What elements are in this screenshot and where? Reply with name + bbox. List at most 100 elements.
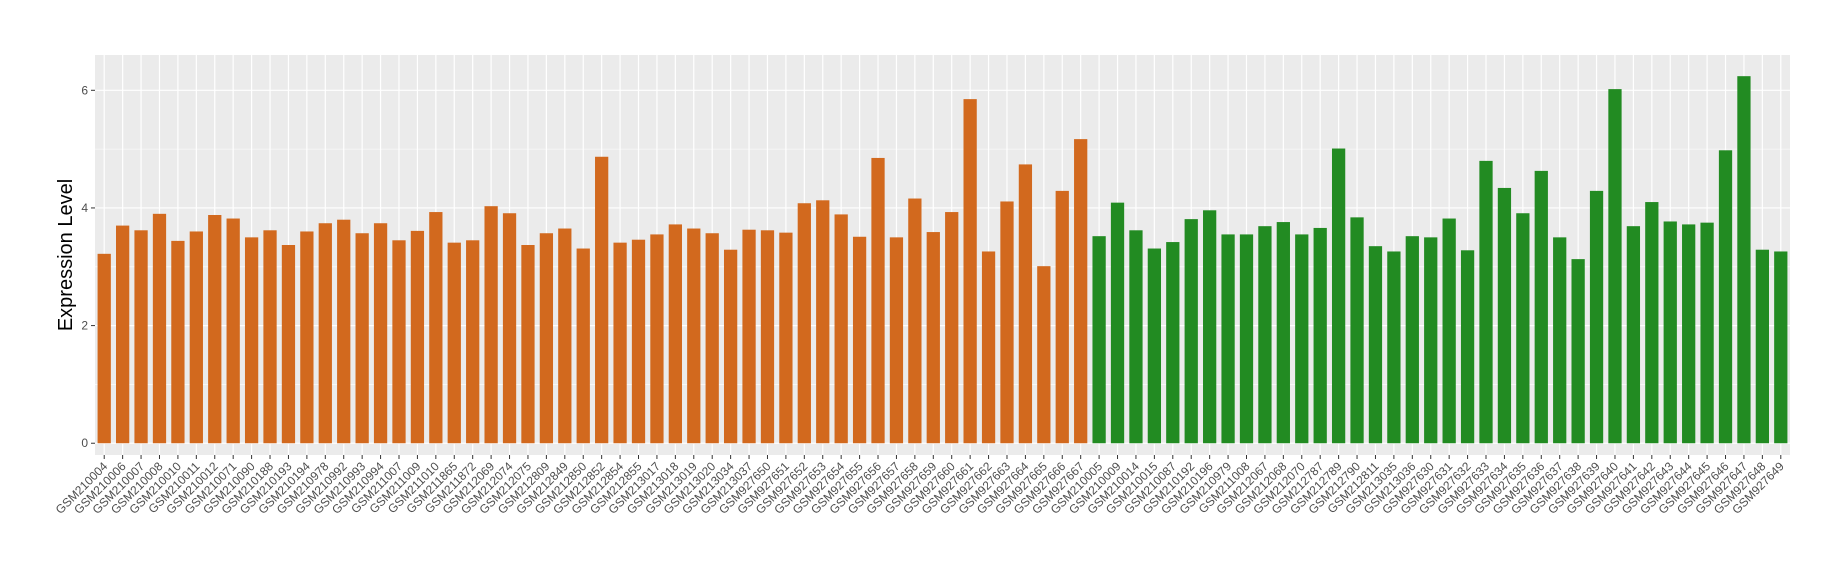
bar-GSM927658 bbox=[908, 198, 922, 444]
bars bbox=[97, 76, 1788, 444]
bar-GSM213035 bbox=[1387, 251, 1401, 444]
bar-GSM927640 bbox=[1608, 89, 1622, 444]
bar-GSM212855 bbox=[631, 239, 646, 444]
bar-GSM212852 bbox=[595, 156, 609, 444]
bar-GSM212787 bbox=[1313, 227, 1327, 444]
bar-GSM211872 bbox=[466, 240, 480, 444]
x-axis: GSM210004GSM210006GSM210007GSM210008GSM2… bbox=[53, 455, 1787, 517]
bar-GSM927646 bbox=[1718, 150, 1733, 444]
bar-GSM210192 bbox=[1184, 219, 1198, 444]
bar-GSM927649 bbox=[1774, 251, 1788, 444]
bar-GSM213018 bbox=[668, 224, 682, 444]
bar-GSM210087 bbox=[1166, 242, 1180, 444]
bar-GSM213036 bbox=[1405, 236, 1419, 444]
bar-GSM927650 bbox=[760, 230, 775, 444]
y-tick-label: 6 bbox=[81, 83, 88, 97]
bar-GSM211010 bbox=[429, 212, 443, 444]
bar-GSM210979 bbox=[1221, 234, 1235, 444]
bar-GSM927656 bbox=[871, 157, 885, 444]
bar-GSM210194 bbox=[300, 231, 314, 444]
y-tick-label: 0 bbox=[81, 436, 88, 450]
bar-GSM210994 bbox=[373, 223, 388, 444]
bar-GSM213037 bbox=[742, 229, 756, 444]
y-axis: 0 2 4 6 bbox=[81, 83, 95, 450]
bar-GSM212809 bbox=[539, 233, 554, 444]
bar-GSM211008 bbox=[1239, 234, 1254, 444]
bar-GSM211865 bbox=[447, 242, 461, 444]
bar-GSM927653 bbox=[816, 200, 830, 444]
bar-GSM927660 bbox=[945, 212, 959, 444]
bar-GSM927655 bbox=[852, 236, 867, 444]
bar-GSM927633 bbox=[1479, 160, 1493, 444]
bar-GSM927632 bbox=[1460, 250, 1475, 444]
bar-GSM210004 bbox=[97, 253, 111, 444]
bar-GSM927636 bbox=[1534, 170, 1548, 444]
bar-GSM927665 bbox=[1037, 266, 1051, 444]
bar-GSM927635 bbox=[1516, 213, 1530, 444]
bar-GSM927639 bbox=[1589, 190, 1604, 444]
bar-GSM210015 bbox=[1147, 248, 1162, 444]
bar-GSM213017 bbox=[650, 234, 664, 444]
bar-GSM927657 bbox=[889, 237, 904, 444]
bar-GSM927634 bbox=[1497, 187, 1512, 444]
bar-GSM927644 bbox=[1682, 224, 1696, 444]
bar-GSM210007 bbox=[134, 230, 148, 444]
bar-GSM210978 bbox=[318, 223, 332, 444]
bar-GSM213019 bbox=[687, 228, 701, 444]
bar-GSM211007 bbox=[392, 240, 406, 444]
bar-GSM210196 bbox=[1203, 210, 1217, 444]
bar-GSM210005 bbox=[1092, 236, 1106, 444]
bar-GSM212790 bbox=[1350, 217, 1364, 444]
bar-GSM210012 bbox=[208, 215, 222, 444]
bar-GSM927637 bbox=[1553, 237, 1567, 444]
bar-GSM212854 bbox=[613, 242, 627, 444]
bar-GSM213020 bbox=[705, 233, 719, 444]
bar-GSM212070 bbox=[1295, 234, 1309, 444]
bar-GSM927645 bbox=[1700, 222, 1714, 444]
bar-GSM927662 bbox=[981, 251, 996, 444]
bar-GSM210992 bbox=[337, 219, 351, 444]
bar-GSM210993 bbox=[355, 233, 369, 444]
bar-GSM212068 bbox=[1276, 222, 1290, 444]
bar-GSM210193 bbox=[281, 245, 296, 444]
bar-GSM210009 bbox=[1110, 202, 1125, 444]
bar-GSM212789 bbox=[1331, 148, 1346, 444]
bar-GSM927642 bbox=[1645, 202, 1659, 444]
bar-GSM927654 bbox=[834, 214, 848, 444]
y-tick-label: 4 bbox=[81, 201, 88, 215]
bar-GSM210006 bbox=[116, 225, 130, 444]
bar-GSM211009 bbox=[410, 230, 425, 444]
bar-GSM927647 bbox=[1737, 76, 1751, 444]
y-axis-title: Expression Level bbox=[55, 179, 77, 331]
bar-GSM927651 bbox=[779, 232, 793, 444]
bar-GSM927631 bbox=[1442, 218, 1456, 444]
bar-GSM210071 bbox=[226, 218, 240, 444]
bar-GSM927641 bbox=[1626, 226, 1641, 444]
bar-GSM212067 bbox=[1258, 226, 1272, 444]
bar-GSM210010 bbox=[171, 240, 185, 444]
bar-GSM210011 bbox=[189, 231, 203, 444]
bar-GSM212075 bbox=[521, 245, 535, 444]
bar-GSM210188 bbox=[263, 230, 277, 444]
bar-GSM927652 bbox=[797, 203, 811, 444]
bar-GSM212849 bbox=[558, 228, 572, 444]
bar-GSM212850 bbox=[576, 248, 590, 444]
bar-GSM212069 bbox=[484, 206, 498, 444]
bar-GSM927661 bbox=[963, 99, 977, 444]
bar-GSM927663 bbox=[1000, 201, 1014, 444]
bar-GSM210008 bbox=[152, 213, 167, 444]
bar-GSM212811 bbox=[1368, 246, 1383, 444]
y-tick-label: 2 bbox=[81, 319, 88, 333]
bar-GSM927664 bbox=[1018, 164, 1033, 444]
bar-GSM927659 bbox=[926, 232, 940, 444]
bar-GSM212074 bbox=[502, 213, 517, 444]
bar-GSM927667 bbox=[1074, 139, 1088, 444]
bar-GSM927638 bbox=[1571, 259, 1585, 444]
bar-GSM927630 bbox=[1424, 237, 1438, 444]
bar-GSM927643 bbox=[1663, 221, 1677, 444]
bar-GSM927648 bbox=[1755, 249, 1769, 444]
bar-GSM210014 bbox=[1129, 230, 1143, 444]
bar-GSM927666 bbox=[1055, 190, 1069, 444]
bar-GSM210090 bbox=[244, 237, 259, 444]
